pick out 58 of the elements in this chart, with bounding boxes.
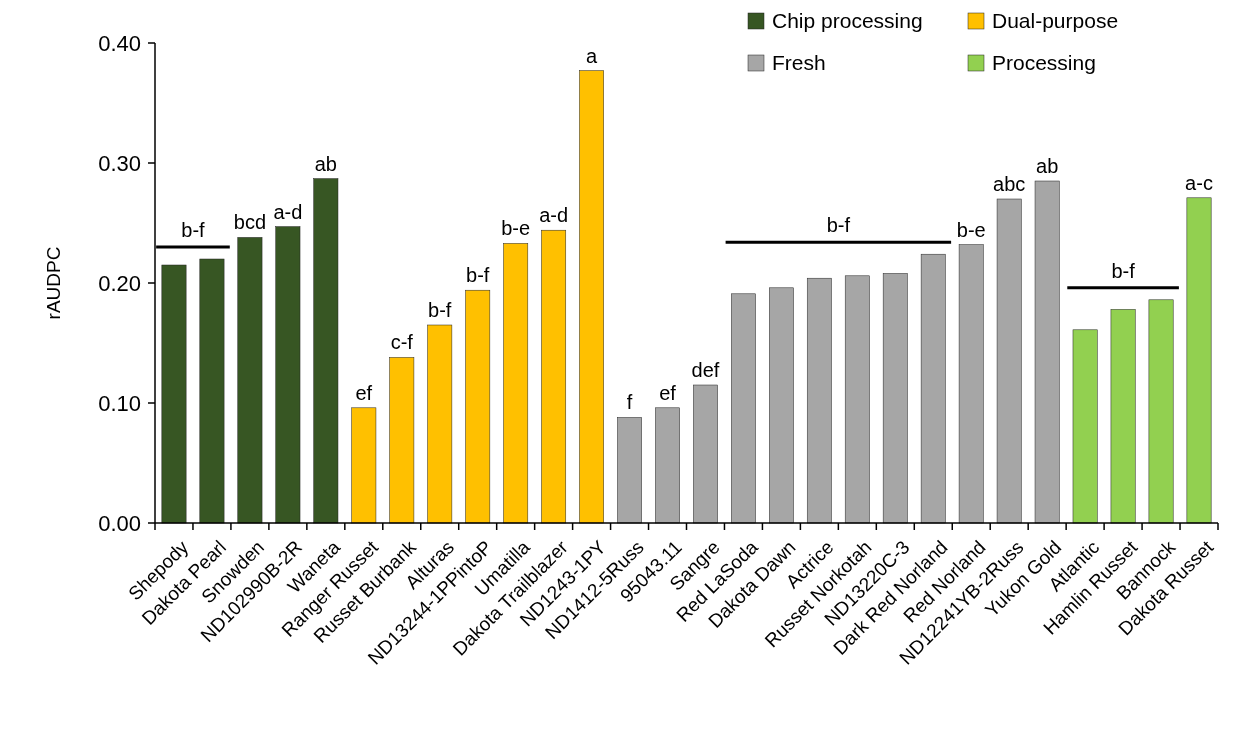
data-label: b-e	[956, 218, 986, 241]
bar	[617, 417, 642, 524]
y-tick-label: 0.40	[98, 30, 141, 56]
bar	[693, 384, 718, 524]
bar	[427, 324, 453, 524]
bar	[1072, 329, 1098, 524]
bar	[237, 237, 263, 524]
bar	[1034, 180, 1060, 524]
bar	[275, 226, 301, 524]
data-label: b-e	[501, 217, 531, 240]
bar	[161, 264, 187, 524]
data-label: a-d	[273, 200, 303, 223]
data-label: c-f	[390, 331, 414, 354]
bar	[920, 253, 946, 524]
data-label: bcd	[233, 211, 267, 234]
data-label: ab	[1036, 155, 1059, 177]
legend-label: Fresh	[772, 51, 826, 75]
data-label: a-c	[1185, 171, 1213, 194]
bar	[769, 287, 794, 524]
y-tick-label: 0.00	[98, 510, 141, 536]
bar	[1148, 299, 1174, 524]
annotation: b-f	[181, 219, 206, 241]
bar	[1186, 197, 1212, 524]
legend-label: Chip processing	[772, 9, 923, 33]
bar	[996, 198, 1022, 524]
legend-label: Processing	[992, 51, 1096, 75]
data-label: f	[626, 391, 633, 414]
bar	[199, 258, 225, 524]
bar	[351, 407, 377, 524]
bar	[541, 229, 567, 524]
data-label: def	[691, 359, 720, 381]
y-tick-label: 0.30	[98, 150, 141, 176]
bar	[313, 178, 339, 524]
bar	[465, 289, 491, 524]
bar	[958, 244, 984, 524]
y-axis-title: rAUDPC	[43, 246, 64, 320]
bar	[1110, 309, 1136, 524]
bar	[389, 357, 415, 524]
y-tick-label: 0.10	[98, 390, 141, 416]
bar	[731, 293, 756, 524]
data-label: ab	[314, 152, 337, 175]
data-label: ef	[355, 381, 373, 404]
y-tick-label: 0.20	[98, 270, 141, 296]
bar	[503, 243, 529, 524]
data-label: a-d	[539, 204, 569, 227]
bar	[844, 275, 870, 524]
data-label: ef	[659, 381, 677, 404]
bar	[579, 70, 604, 524]
annotation: b-f	[826, 214, 851, 237]
bar	[655, 407, 680, 524]
data-label: a	[586, 44, 599, 67]
bar	[882, 273, 908, 524]
legend-label: Dual-purpose	[992, 9, 1119, 33]
data-label: abc	[993, 173, 1026, 195]
bar	[806, 277, 832, 524]
annotation: b-f	[1111, 259, 1136, 282]
data-label: b-f	[428, 299, 452, 321]
data-label: b-f	[466, 264, 490, 287]
